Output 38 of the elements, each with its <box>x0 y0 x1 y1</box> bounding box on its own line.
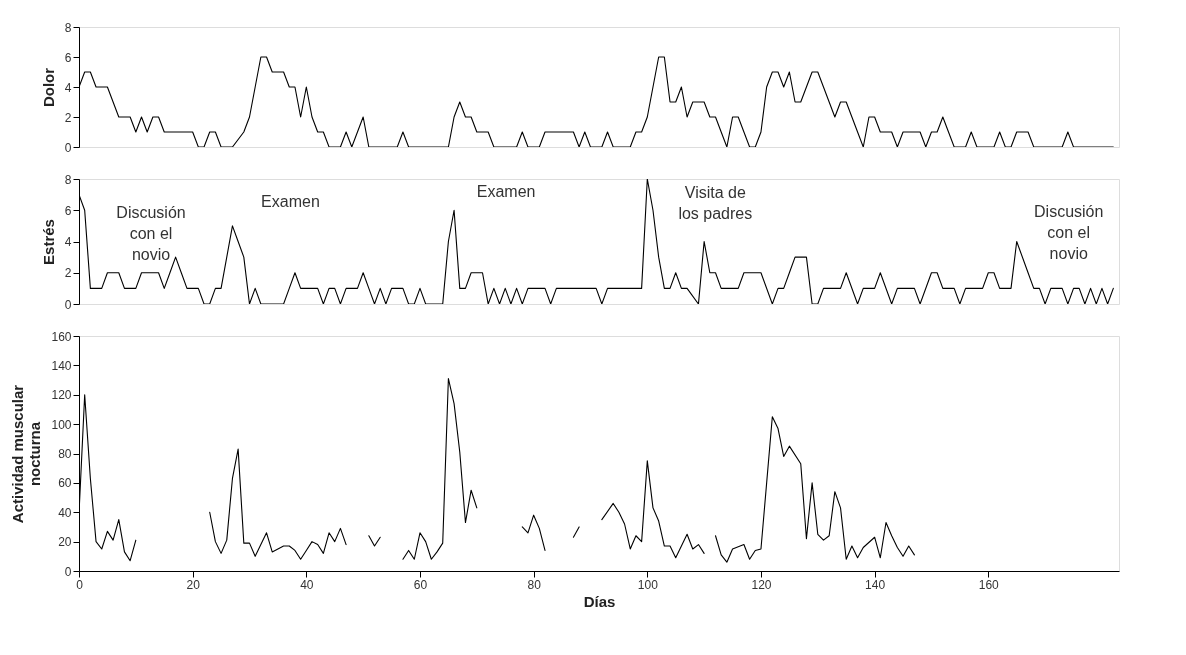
x-tick-label: 20 <box>186 577 201 592</box>
y-tick-label: 0 <box>64 564 72 579</box>
x-tick-label: 160 <box>978 577 1000 592</box>
x-axis-title: Días <box>583 592 616 610</box>
y-tick-label: 8 <box>64 20 72 35</box>
x-tick-label: 40 <box>300 577 314 592</box>
annotation: Discusión con el novio <box>1034 202 1104 262</box>
y-tick-label: 20 <box>58 535 72 550</box>
y-tick-label: 4 <box>64 80 72 95</box>
y-tick-label: 6 <box>64 50 72 65</box>
y-axis-title: Dolor <box>39 67 57 108</box>
y-tick-label: 60 <box>58 476 72 491</box>
y-tick-label: 140 <box>51 358 72 373</box>
annotation: Examen <box>476 183 536 201</box>
x-tick-label: 120 <box>751 577 772 592</box>
x-tick-label: 80 <box>527 577 542 592</box>
y-tick-label: 4 <box>64 235 72 249</box>
y-tick-label: 100 <box>51 417 72 432</box>
annotation: Examen <box>261 192 320 210</box>
y-tick-label: 8 <box>64 172 72 187</box>
x-tick-label: 100 <box>637 577 659 592</box>
x-tick-label: 140 <box>865 577 886 592</box>
y-tick-label: 120 <box>51 388 72 403</box>
y-tick-label: 40 <box>58 505 72 520</box>
y-tick-label: 160 <box>51 329 72 344</box>
x-tick-label: 0 <box>76 577 84 592</box>
y-tick-label: 6 <box>64 203 72 218</box>
y-tick-label: 0 <box>64 297 72 312</box>
y-tick-label: 2 <box>64 110 72 125</box>
annotation: Discusión con el novio <box>116 203 186 263</box>
y-tick-label: 80 <box>58 447 72 461</box>
line-series <box>79 179 1114 304</box>
y-axis-title: Actividad muscular nocturna <box>9 384 44 524</box>
y-tick-label: 0 <box>64 140 72 155</box>
annotation: Visita de los padres <box>678 184 753 222</box>
y-axis-title: Estrés <box>39 219 57 265</box>
y-tick-label: 2 <box>64 266 72 281</box>
x-tick-label: 60 <box>413 577 428 592</box>
